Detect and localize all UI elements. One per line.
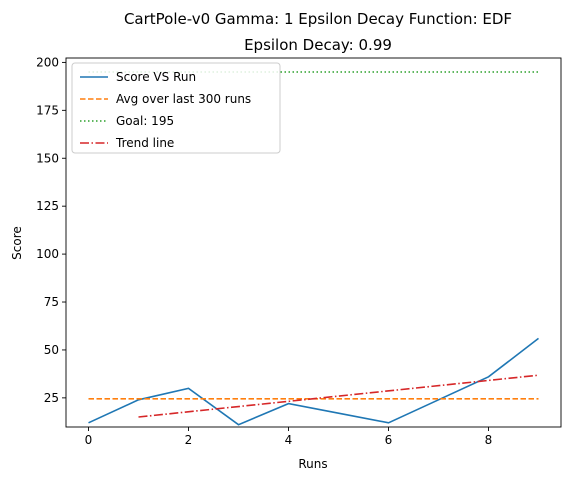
y-tick-label: 150 bbox=[36, 151, 59, 165]
y-tick-label: 75 bbox=[44, 295, 59, 309]
legend-label: Avg over last 300 runs bbox=[116, 92, 251, 106]
legend-label: Score VS Run bbox=[116, 70, 196, 84]
x-tick-label: 0 bbox=[85, 433, 93, 447]
x-tick-label: 6 bbox=[385, 433, 393, 447]
y-tick-label: 175 bbox=[36, 103, 59, 117]
y-tick-label: 50 bbox=[44, 343, 59, 357]
series-line bbox=[88, 337, 539, 426]
y-tick-label: 125 bbox=[36, 199, 59, 213]
x-tick-label: 4 bbox=[285, 433, 293, 447]
series-line bbox=[138, 374, 539, 418]
y-axis-label: Score bbox=[10, 226, 24, 260]
axes-frame bbox=[65, 57, 562, 428]
x-axis-label: Runs bbox=[298, 457, 327, 471]
y-tick-label: 100 bbox=[36, 247, 59, 261]
chart-subtitle: Epsilon Decay: 0.99 bbox=[244, 36, 392, 54]
series-layer bbox=[88, 71, 539, 426]
x-axis-ticks: 0 2 4 6 8 bbox=[85, 427, 493, 447]
x-tick-label: 2 bbox=[185, 433, 193, 447]
x-tick-label: 8 bbox=[485, 433, 493, 447]
y-axis-ticks: 25 50 75 100 125 150 175 200 bbox=[36, 55, 66, 405]
legend: Score VS Run Avg over last 300 runs Goal: … bbox=[71, 62, 281, 154]
y-tick-label: 200 bbox=[36, 55, 59, 69]
legend-box bbox=[71, 62, 281, 154]
plot-area-border bbox=[65, 57, 562, 428]
legend-label: Trend line bbox=[115, 136, 174, 150]
chart-title: CartPole-v0 Gamma: 1 Epsilon Decay Funct… bbox=[124, 10, 512, 28]
legend-label: Goal: 195 bbox=[116, 114, 174, 128]
y-tick-label: 25 bbox=[44, 391, 59, 405]
